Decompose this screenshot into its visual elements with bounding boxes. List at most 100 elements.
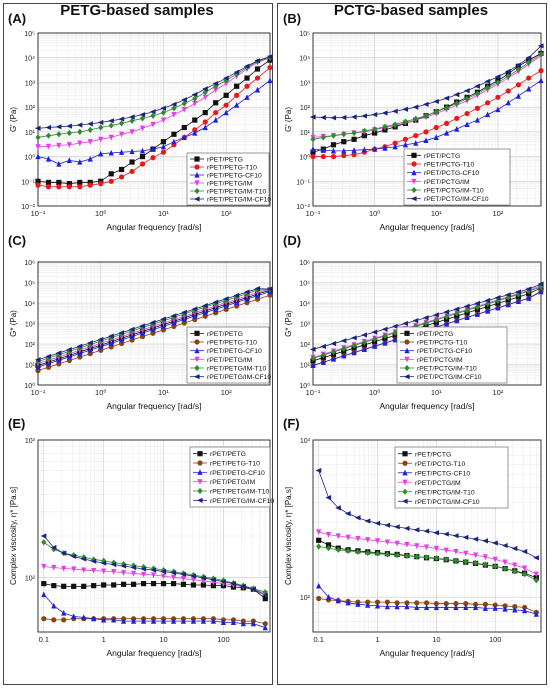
data-point bbox=[482, 601, 488, 607]
data-point bbox=[118, 149, 125, 155]
legend-marker bbox=[402, 460, 408, 466]
y-tick-label: 10⁰ bbox=[24, 382, 35, 390]
data-point bbox=[254, 58, 261, 64]
data-point bbox=[98, 181, 104, 187]
data-point bbox=[462, 534, 469, 540]
data-point bbox=[384, 551, 390, 558]
x-tick-label: 10⁻¹ bbox=[306, 209, 321, 218]
legend-label: rPET/PCTG/IM bbox=[417, 357, 463, 364]
data-point bbox=[111, 582, 117, 588]
data-point bbox=[129, 148, 135, 155]
data-point bbox=[129, 159, 135, 165]
legend-label: rPET/PETG bbox=[207, 331, 243, 338]
data-point bbox=[350, 335, 357, 341]
data-point bbox=[266, 286, 273, 292]
data-point bbox=[423, 129, 429, 135]
y-axis-label: G' (Pa) bbox=[284, 107, 293, 132]
data-point bbox=[254, 75, 261, 81]
data-point bbox=[45, 353, 52, 360]
data-point bbox=[223, 109, 229, 116]
data-point bbox=[61, 617, 67, 623]
data-point bbox=[495, 94, 501, 100]
data-point bbox=[522, 604, 528, 611]
legend-box bbox=[189, 446, 271, 508]
data-point bbox=[454, 125, 460, 132]
data-point bbox=[35, 182, 41, 188]
data-point bbox=[463, 303, 470, 309]
y-tick-label: 10⁰ bbox=[24, 154, 35, 162]
legend-label: rPET/PETG/IM-CF10 bbox=[207, 197, 271, 204]
y-tick-label: 10⁵ bbox=[24, 281, 35, 288]
panel-label: (F) bbox=[283, 416, 300, 431]
data-point bbox=[382, 145, 388, 151]
data-point bbox=[511, 545, 518, 552]
legend-label: rPET/PCTG-CF10 bbox=[417, 348, 472, 355]
data-point bbox=[140, 618, 147, 624]
data-point bbox=[526, 295, 532, 301]
y-tick-label: 10⁵ bbox=[299, 31, 310, 38]
data-point bbox=[423, 554, 430, 561]
legend-marker bbox=[194, 339, 200, 345]
data-point bbox=[533, 555, 539, 561]
x-tick-label: 10 bbox=[159, 635, 167, 644]
data-point bbox=[382, 332, 388, 340]
legend-marker bbox=[197, 460, 203, 466]
data-point bbox=[190, 618, 197, 624]
data-point bbox=[171, 111, 177, 118]
data-point bbox=[223, 92, 229, 98]
legend-marker bbox=[194, 156, 200, 162]
legend-label: rPET/PCTG/IM-T10 bbox=[417, 366, 477, 373]
data-point bbox=[414, 553, 420, 560]
data-point bbox=[202, 304, 208, 311]
data-point bbox=[98, 338, 104, 345]
data-point bbox=[51, 602, 57, 609]
data-point bbox=[495, 106, 501, 113]
data-point bbox=[66, 184, 72, 190]
data-point bbox=[392, 140, 398, 146]
data-point bbox=[372, 336, 378, 343]
legend-marker bbox=[194, 187, 200, 195]
data-point bbox=[91, 567, 97, 574]
data-point bbox=[160, 317, 167, 324]
legend-marker bbox=[194, 164, 200, 170]
data-point bbox=[160, 566, 167, 574]
legend-box bbox=[403, 148, 511, 206]
data-point bbox=[266, 54, 273, 60]
data-point bbox=[171, 105, 177, 112]
data-point bbox=[382, 339, 388, 346]
data-point bbox=[35, 363, 41, 370]
data-point bbox=[129, 117, 135, 124]
panel-label: (E) bbox=[8, 416, 25, 431]
data-point bbox=[97, 336, 104, 343]
legend-marker bbox=[194, 356, 200, 363]
data-point bbox=[220, 619, 227, 625]
data-point bbox=[77, 128, 83, 135]
data-point bbox=[81, 567, 87, 574]
data-point bbox=[120, 563, 127, 569]
data-point bbox=[505, 294, 511, 301]
legend-marker bbox=[197, 451, 203, 457]
data-point bbox=[130, 570, 137, 577]
data-point bbox=[443, 120, 450, 126]
data-point bbox=[340, 114, 347, 121]
data-point bbox=[120, 570, 127, 576]
data-point bbox=[374, 602, 381, 609]
data-point bbox=[101, 557, 107, 564]
legend-label: rPET/PETG/IM-T10 bbox=[207, 366, 267, 373]
data-point bbox=[66, 348, 72, 355]
legend-label: rPET/PCTG/IM-CF10 bbox=[417, 374, 482, 381]
legend-marker bbox=[404, 339, 410, 345]
data-point bbox=[139, 147, 146, 154]
data-point bbox=[492, 563, 498, 570]
data-point bbox=[335, 546, 341, 553]
legend-marker bbox=[404, 364, 410, 372]
data-point bbox=[77, 140, 83, 147]
data-point bbox=[234, 83, 240, 89]
data-point bbox=[97, 119, 104, 126]
x-tick-label: 10⁰ bbox=[95, 388, 106, 397]
data-point bbox=[223, 297, 229, 304]
legend-label: rPET/PETG-CF10 bbox=[207, 173, 262, 180]
y-tick-label: 10² bbox=[300, 595, 311, 602]
data-point bbox=[35, 134, 41, 141]
